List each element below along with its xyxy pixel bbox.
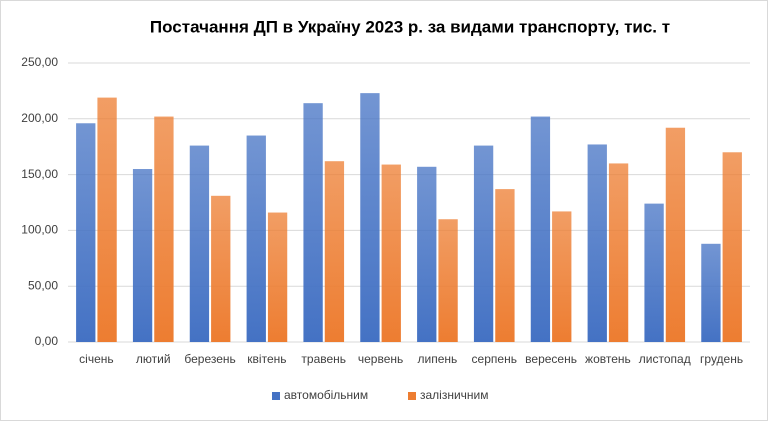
bar (211, 195, 231, 342)
bar (324, 161, 345, 342)
x-tick-label: лютий (136, 352, 171, 366)
legend-swatch (408, 392, 416, 400)
bar (608, 163, 629, 342)
legend-label: автомобільним (284, 388, 368, 402)
legend-label: залізничним (420, 388, 489, 402)
bar (722, 152, 742, 342)
y-tick-label: 100,00 (21, 223, 58, 237)
bar (189, 145, 210, 342)
bar (97, 97, 117, 342)
x-tick-label: серпень (472, 352, 517, 366)
bar (381, 164, 401, 342)
bar (552, 211, 572, 342)
bar (154, 116, 174, 343)
bar (438, 219, 458, 342)
bar (665, 127, 686, 342)
bar (246, 135, 266, 342)
bar (644, 203, 664, 342)
bar (417, 166, 437, 342)
bar (701, 243, 721, 342)
x-tick-label: січень (79, 352, 113, 366)
x-tick-label: березень (184, 352, 235, 366)
bar (303, 103, 323, 343)
bar (132, 169, 153, 342)
bar (530, 116, 551, 343)
legend-swatch (272, 392, 280, 400)
y-tick-label: 50,00 (28, 278, 58, 292)
bar (587, 144, 607, 342)
bar (76, 123, 96, 342)
y-tick-label: 150,00 (21, 167, 58, 181)
x-tick-label: червень (358, 352, 403, 366)
chart-title: Постачання ДП в Україну 2023 р. за видам… (150, 17, 670, 36)
x-tick-label: квітень (247, 352, 286, 366)
x-tick-label: липень (418, 352, 458, 366)
y-tick-label: 200,00 (21, 111, 58, 125)
x-tick-label: вересень (525, 352, 577, 366)
x-tick-label: травень (301, 352, 346, 366)
bar (495, 189, 515, 342)
x-tick-label: жовтень (585, 352, 631, 366)
y-tick-label: 250,00 (21, 55, 58, 69)
bar (267, 212, 288, 342)
bar (473, 145, 494, 342)
bar (360, 93, 380, 342)
x-tick-label: грудень (700, 352, 743, 366)
y-tick-label: 0,00 (35, 334, 59, 348)
x-tick-label: листопад (639, 352, 691, 366)
